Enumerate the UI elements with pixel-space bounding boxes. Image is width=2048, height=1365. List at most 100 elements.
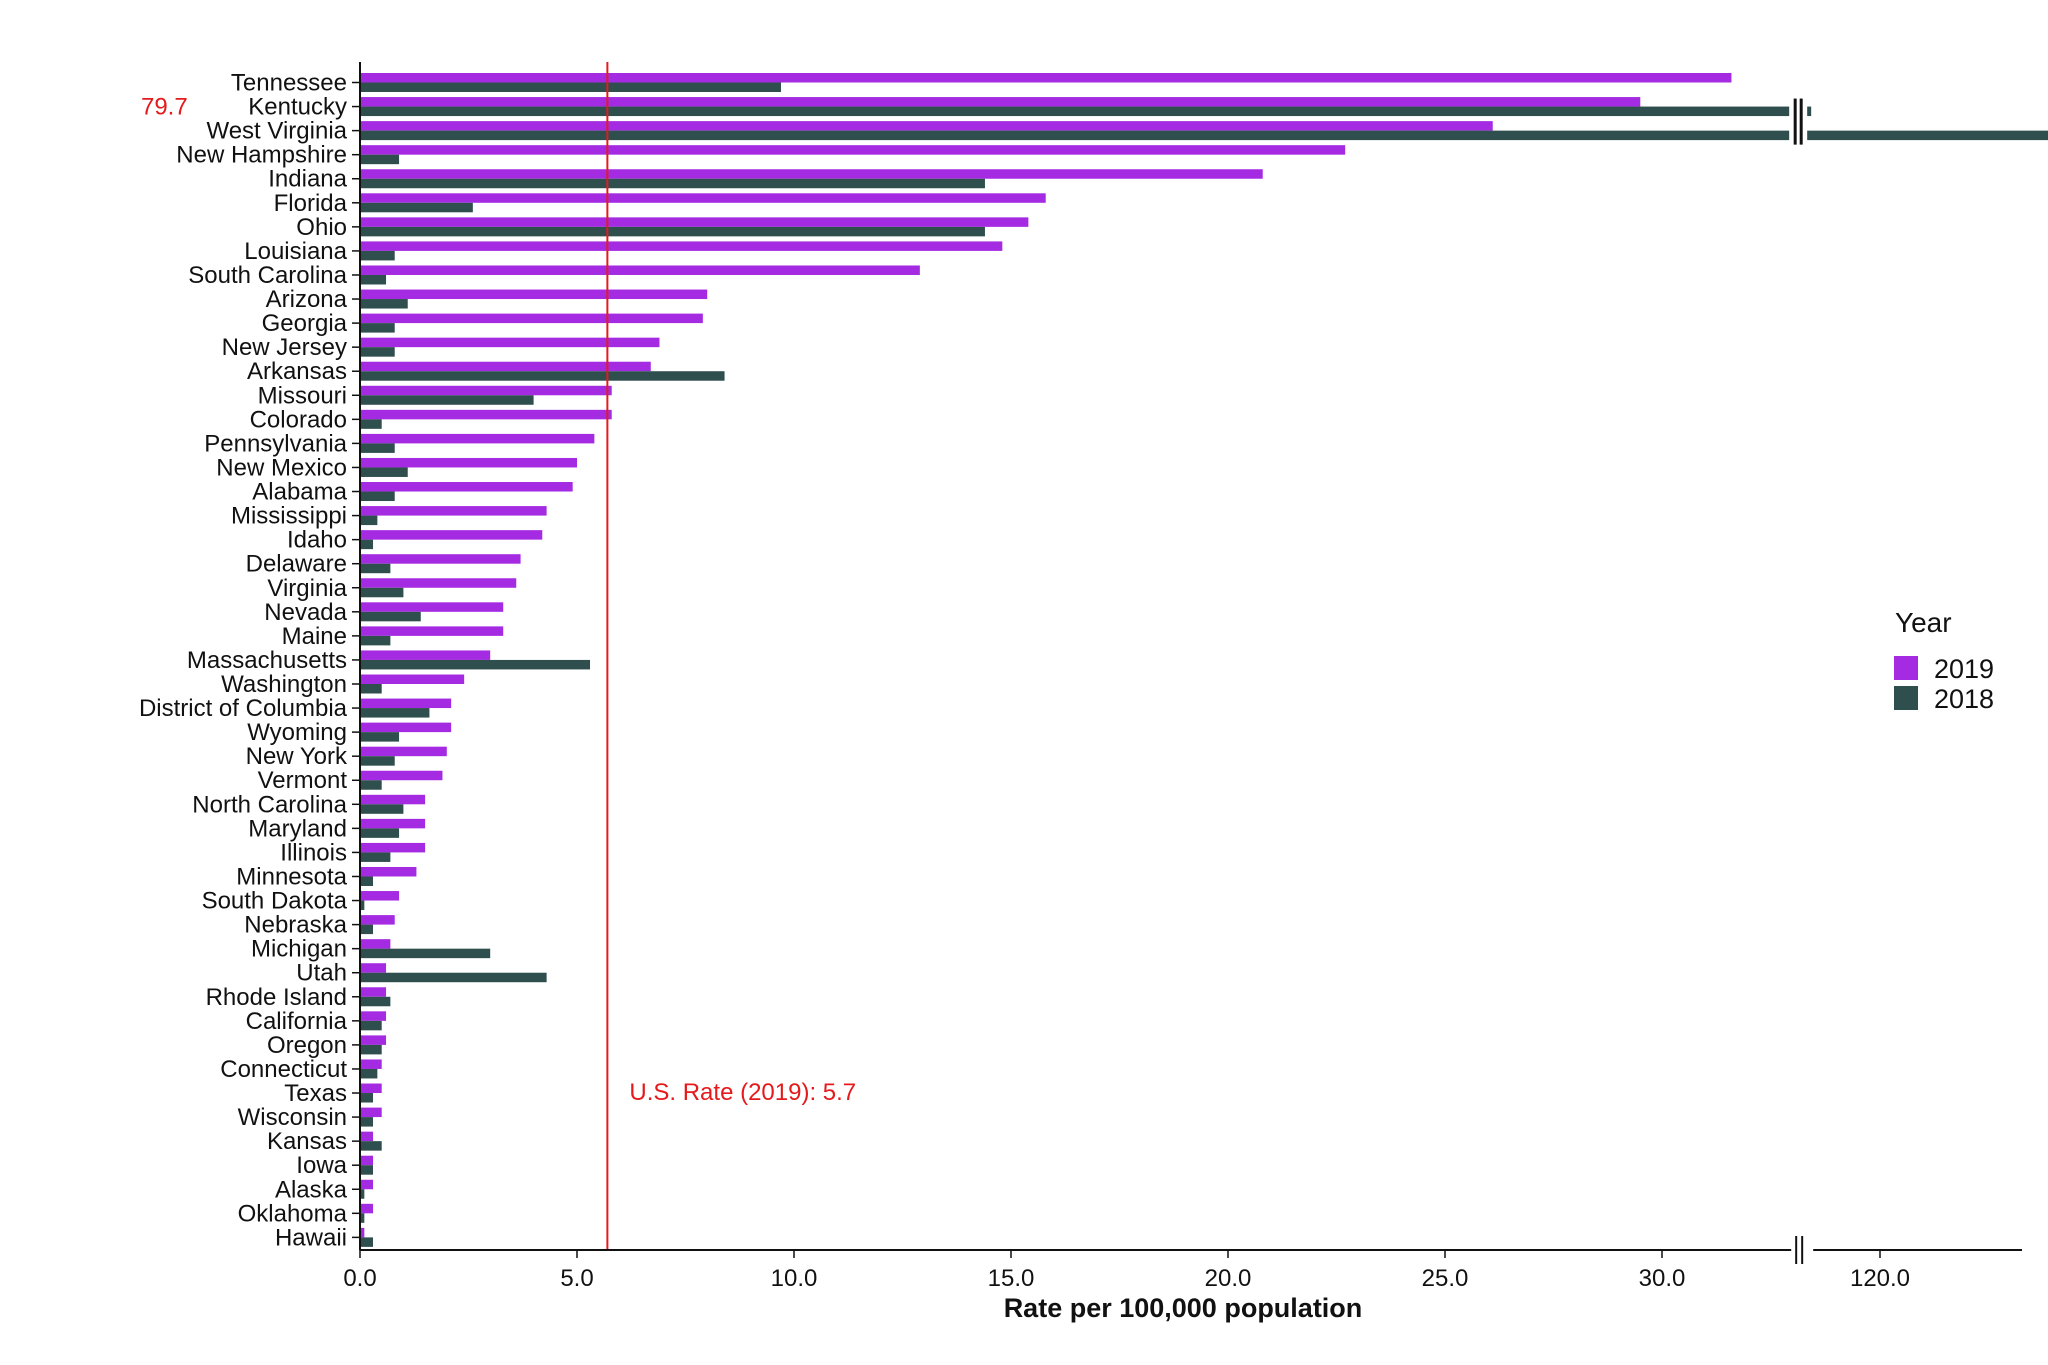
bar-louisiana-2018 [360,250,395,261]
x-tick-label-25.0: 25.0 [1422,1265,1469,1292]
category-label-alabama: Alabama [252,479,347,506]
category-label-vermont: Vermont [258,767,348,794]
category-label-massachusetts: Massachusetts [187,647,347,674]
bar-kentucky-2018 [360,106,1790,117]
legend-label-2019: 2019 [1934,654,1994,684]
bar-washington-2018 [360,684,382,694]
category-label-delaware: Delaware [246,551,347,578]
category-label-tennessee: Tennessee [231,70,347,97]
category-label-missouri: Missouri [258,382,347,409]
bar-illinois-2019 [360,842,426,853]
bar-wyoming-2018 [360,732,400,742]
category-label-virginia: Virginia [267,575,347,602]
category-label-pennsylvania: Pennsylvania [204,430,347,457]
bar-tennessee-2018 [360,82,781,92]
bar-district-of-columbia-2018 [360,708,430,718]
bar-pennsylvania-2018 [360,443,395,453]
us-rate-reference-label: U.S. Rate (2019): 5.7 [629,1079,856,1106]
bar-west-virginia-2019 [360,121,1493,131]
category-label-new-jersey: New Jersey [222,334,347,361]
category-label-indiana: Indiana [268,166,347,193]
bar-georgia-2018 [360,323,395,333]
bar-maryland-2019 [360,818,426,829]
bar-oregon-2019 [360,1035,387,1045]
bar-hawaii-2018 [360,1237,374,1247]
category-label-louisiana: Louisiana [244,238,347,265]
bar-north-carolina-2019 [360,794,426,805]
category-label-nevada: Nevada [264,599,347,626]
category-label-hawaii: Hawaii [275,1224,347,1251]
bar-ohio-2018 [360,226,985,237]
bar-district-of-columbia-2019 [360,698,452,709]
bar-kentucky-2018-continued [1807,106,1812,117]
bar-california-2018 [360,1020,382,1031]
bar-louisiana-2019 [360,241,1003,251]
bar-idaho-2019 [360,530,543,540]
bar-florida-2018 [360,202,473,213]
bar-colorado-2018 [360,419,382,429]
bar-texas-2018 [360,1093,374,1103]
bar-washington-2019 [360,674,465,684]
bar-nevada-2018 [360,611,421,622]
bar-delaware-2018 [360,563,391,574]
bar-wyoming-2019 [360,722,452,733]
bar-south-dakota-2019 [360,891,400,901]
bar-massachusetts-2019 [360,650,491,660]
value-label-kentucky: 79.7 [141,94,188,121]
bar-maine-2019 [360,626,504,636]
x-tick-label-30.0: 30.0 [1639,1265,1686,1292]
category-label-mississippi: Mississippi [231,503,347,530]
bar-west-virginia-2018 [360,130,1790,141]
bar-new-york-2019 [360,746,447,757]
legend-swatch-2019 [1894,656,1918,680]
bar-kentucky-2019 [360,97,1641,107]
x-axis-title: Rate per 100,000 population [1004,1293,1363,1323]
category-label-kansas: Kansas [267,1128,347,1155]
category-label-colorado: Colorado [250,406,347,433]
bar-pennsylvania-2019 [360,433,595,444]
category-label-idaho: Idaho [287,527,347,554]
bar-nebraska-2019 [360,915,395,925]
x-tick-label-120.0: 120.0 [1850,1265,1910,1292]
legend-swatch-2018 [1894,686,1918,710]
category-label-north-carolina: North Carolina [192,791,347,818]
bar-alaska-2018 [360,1189,365,1199]
bar-nebraska-2018 [360,924,374,935]
annotations: U.S. Rate (2019): 5.779.7124.4 [141,94,856,1106]
x-tick-label-0.0: 0.0 [343,1265,376,1292]
category-label-south-carolina: South Carolina [188,262,347,289]
bar-minnesota-2018 [360,876,374,886]
category-label-washington: Washington [221,671,347,698]
bar-south-dakota-2018 [360,900,365,911]
category-label-district-of-columbia: District of Columbia [139,695,348,722]
category-label-michigan: Michigan [251,936,347,963]
category-label-new-hampshire: New Hampshire [176,142,347,169]
bar-alaska-2019 [360,1179,374,1190]
bar-wisconsin-2019 [360,1107,382,1118]
category-label-maine: Maine [282,623,347,650]
category-label-connecticut: Connecticut [220,1056,347,1083]
category-label-arizona: Arizona [266,286,348,313]
bar-alabama-2019 [360,482,573,492]
bar-oklahoma-2019 [360,1203,374,1214]
bar-tennessee-2019 [360,73,1732,83]
legend-label-2018: 2018 [1934,684,1994,714]
bar-california-2019 [360,1011,387,1021]
category-label-south-dakota: South Dakota [202,888,348,915]
bar-arkansas-2019 [360,361,651,372]
bar-michigan-2018 [360,948,491,959]
bar-utah-2019 [360,963,387,973]
bar-nevada-2019 [360,602,504,612]
category-label-texas: Texas [284,1080,347,1107]
x-tick-label-10.0: 10.0 [771,1265,818,1292]
bar-hawaii-2019 [360,1227,365,1238]
bar-wisconsin-2018 [360,1117,374,1127]
category-label-illinois: Illinois [280,839,347,866]
bar-new-hampshire-2019 [360,145,1346,155]
bar-oregon-2018 [360,1044,382,1055]
bar-kansas-2019 [360,1131,374,1142]
bar-indiana-2018 [360,178,985,189]
bar-west-virginia-2018-continued [1807,130,2048,141]
bar-south-carolina-2019 [360,265,920,275]
